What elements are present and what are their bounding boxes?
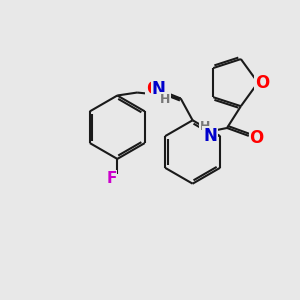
Text: H: H bbox=[200, 119, 210, 133]
Text: N: N bbox=[152, 80, 166, 98]
Text: O: O bbox=[146, 80, 160, 98]
Text: O: O bbox=[250, 129, 264, 147]
Text: N: N bbox=[203, 127, 217, 145]
Text: F: F bbox=[106, 171, 116, 186]
Text: H: H bbox=[160, 93, 170, 106]
Text: O: O bbox=[255, 74, 269, 92]
